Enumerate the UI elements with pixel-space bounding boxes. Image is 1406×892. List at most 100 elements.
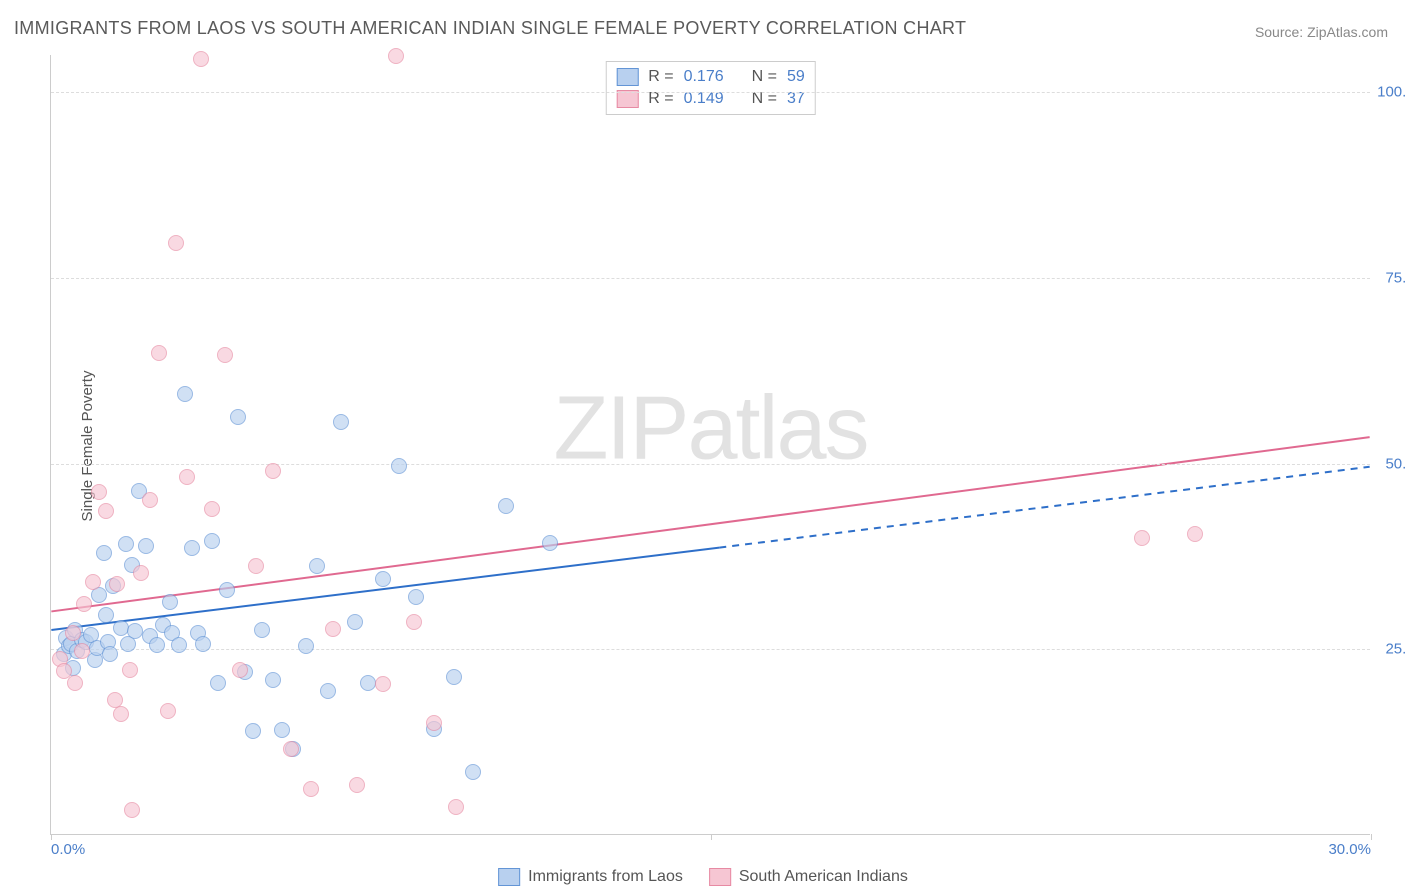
data-point-sai — [109, 576, 125, 592]
trendline-laos-dashed — [719, 467, 1369, 548]
legend-label-sai: South American Indians — [739, 868, 908, 886]
legend-label-laos: Immigrants from Laos — [528, 868, 683, 886]
data-point-sai — [85, 574, 101, 590]
data-point-sai — [1134, 530, 1150, 546]
swatch-sai-icon — [709, 868, 731, 886]
data-point-sai — [98, 503, 114, 519]
data-point-sai — [151, 345, 167, 361]
data-point-sai — [122, 662, 138, 678]
gridline-h — [51, 92, 1370, 93]
n-value-laos: 59 — [787, 68, 805, 86]
series-legend: Immigrants from Laos South American Indi… — [498, 868, 908, 886]
data-point-sai — [349, 777, 365, 793]
x-tick-mark — [711, 834, 712, 840]
data-point-laos — [204, 533, 220, 549]
x-tick-label: 30.0% — [1328, 841, 1371, 858]
y-tick-label: 25.0% — [1385, 641, 1406, 658]
data-point-sai — [113, 706, 129, 722]
r-value-laos: 0.176 — [684, 68, 724, 86]
data-point-sai — [124, 802, 140, 818]
data-point-laos — [98, 607, 114, 623]
data-point-laos — [245, 723, 261, 739]
swatch-laos-icon — [616, 68, 638, 86]
data-point-laos — [127, 623, 143, 639]
plot-area: ZIPatlas R = 0.176 N = 59 R = 0.149 N = … — [50, 55, 1370, 835]
data-point-sai — [217, 347, 233, 363]
source-label: Source: ZipAtlas.com — [1255, 24, 1388, 40]
data-point-laos — [391, 458, 407, 474]
x-tick-label: 0.0% — [51, 841, 85, 858]
legend-item-sai: South American Indians — [709, 868, 908, 886]
y-tick-label: 75.0% — [1385, 269, 1406, 286]
gridline-h — [51, 649, 1370, 650]
data-point-laos — [210, 675, 226, 691]
chart-title: IMMIGRANTS FROM LAOS VS SOUTH AMERICAN I… — [14, 18, 966, 39]
data-point-sai — [67, 675, 83, 691]
data-point-sai — [448, 799, 464, 815]
data-point-sai — [179, 469, 195, 485]
data-point-laos — [149, 637, 165, 653]
data-point-laos — [446, 669, 462, 685]
data-point-sai — [65, 625, 81, 641]
data-point-laos — [254, 622, 270, 638]
data-point-sai — [160, 703, 176, 719]
data-point-sai — [406, 614, 422, 630]
data-point-laos — [375, 571, 391, 587]
data-point-sai — [232, 662, 248, 678]
data-point-laos — [118, 536, 134, 552]
data-point-laos — [274, 722, 290, 738]
data-point-sai — [91, 484, 107, 500]
gridline-h — [51, 278, 1370, 279]
data-point-laos — [230, 409, 246, 425]
data-point-sai — [74, 643, 90, 659]
data-point-laos — [542, 535, 558, 551]
data-point-laos — [96, 545, 112, 561]
x-tick-mark — [1371, 834, 1372, 840]
data-point-laos — [465, 764, 481, 780]
data-point-laos — [333, 414, 349, 430]
data-point-laos — [138, 538, 154, 554]
data-point-sai — [248, 558, 264, 574]
trend-lines — [51, 55, 1370, 834]
data-point-sai — [283, 741, 299, 757]
data-point-sai — [426, 715, 442, 731]
data-point-laos — [102, 646, 118, 662]
r-label: R = — [648, 68, 673, 86]
chart-container: IMMIGRANTS FROM LAOS VS SOUTH AMERICAN I… — [0, 0, 1406, 892]
data-point-sai — [325, 621, 341, 637]
data-point-laos — [309, 558, 325, 574]
data-point-sai — [204, 501, 220, 517]
data-point-laos — [219, 582, 235, 598]
swatch-laos-icon — [498, 868, 520, 886]
data-point-laos — [298, 638, 314, 654]
stats-legend: R = 0.176 N = 59 R = 0.149 N = 37 — [605, 61, 816, 115]
legend-item-laos: Immigrants from Laos — [498, 868, 683, 886]
data-point-sai — [168, 235, 184, 251]
gridline-h — [51, 464, 1370, 465]
y-tick-label: 50.0% — [1385, 455, 1406, 472]
data-point-laos — [408, 589, 424, 605]
data-point-laos — [347, 614, 363, 630]
data-point-sai — [193, 51, 209, 67]
data-point-sai — [76, 596, 92, 612]
data-point-laos — [171, 637, 187, 653]
x-tick-mark — [51, 834, 52, 840]
stats-legend-row-laos: R = 0.176 N = 59 — [616, 66, 805, 88]
data-point-laos — [162, 594, 178, 610]
data-point-sai — [265, 463, 281, 479]
data-point-sai — [133, 565, 149, 581]
data-point-sai — [375, 676, 391, 692]
data-point-laos — [360, 675, 376, 691]
n-label: N = — [752, 68, 777, 86]
data-point-sai — [388, 48, 404, 64]
data-point-laos — [184, 540, 200, 556]
data-point-laos — [498, 498, 514, 514]
trendline-laos — [51, 548, 719, 630]
data-point-laos — [320, 683, 336, 699]
data-point-sai — [1187, 526, 1203, 542]
data-point-laos — [195, 636, 211, 652]
data-point-sai — [303, 781, 319, 797]
data-point-laos — [265, 672, 281, 688]
data-point-sai — [142, 492, 158, 508]
watermark: ZIPatlas — [553, 377, 867, 480]
